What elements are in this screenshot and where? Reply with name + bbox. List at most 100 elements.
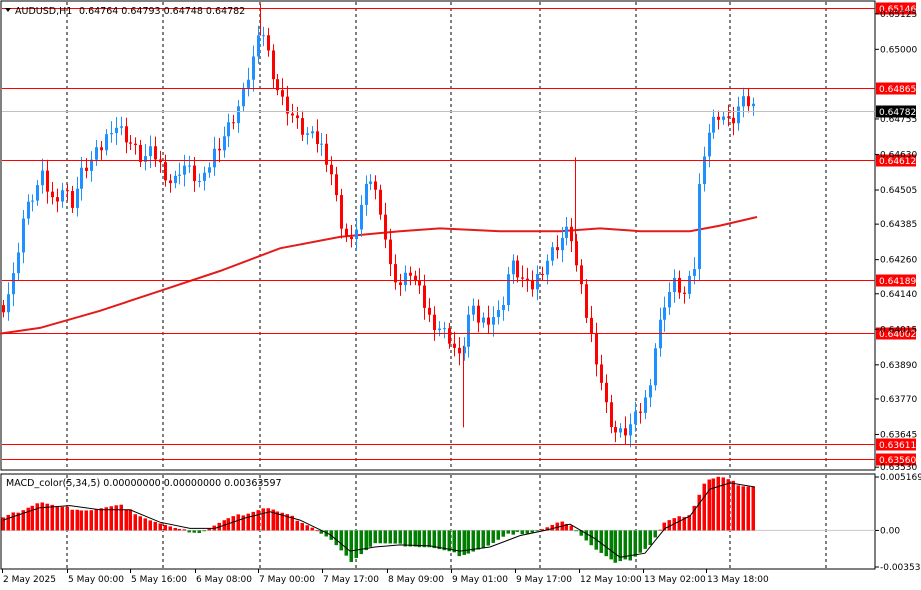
- candle-body: [717, 116, 720, 120]
- macd-bar: [168, 526, 172, 531]
- macd-bar: [682, 517, 686, 531]
- macd-bar: [378, 530, 382, 544]
- candle-body: [438, 328, 441, 331]
- candle-body: [247, 79, 250, 88]
- macd-bar: [40, 502, 44, 531]
- price-axis: 0.65125 0.65000 0.64755 0.64630 0.64505 0.643…: [875, 10, 917, 473]
- candle-body: [350, 236, 353, 240]
- current-price-tag: [876, 105, 916, 118]
- price-tick-label: 0.63530: [880, 463, 917, 473]
- candle-body: [507, 274, 510, 306]
- macd-bar: [721, 477, 725, 531]
- candle-body: [727, 116, 730, 118]
- chart-header[interactable]: AUDUSD,H1 0.64764 0.64793 0.64748 0.6478…: [5, 6, 245, 17]
- macd-bar: [667, 520, 671, 531]
- candle-body: [291, 113, 294, 116]
- macd-bar: [119, 504, 123, 531]
- candle-body: [154, 146, 157, 160]
- macd-bar: [609, 530, 613, 560]
- macd-tick-label: 0.00: [880, 526, 900, 536]
- macd-bar: [1, 517, 5, 531]
- macd-bar: [114, 505, 118, 531]
- ohlc-values: 0.64764 0.64793 0.64748 0.64782: [79, 6, 245, 17]
- candle-body: [688, 275, 691, 294]
- macd-bar: [633, 530, 637, 557]
- macd-bar: [511, 530, 515, 535]
- candle-body: [453, 343, 456, 348]
- candle-body: [610, 402, 613, 428]
- time-tick-label: 12 May 10:00: [580, 575, 642, 585]
- macd-bar: [26, 507, 30, 531]
- macd-bar: [427, 530, 431, 548]
- candle-body: [703, 156, 706, 185]
- level-tag-label: 0.64612: [879, 157, 916, 167]
- candle-body: [316, 131, 319, 145]
- candle-body: [272, 50, 275, 80]
- macd-bar: [599, 530, 603, 553]
- candle-body: [31, 200, 34, 202]
- candle-body: [747, 96, 750, 107]
- macd-bar: [643, 530, 647, 549]
- price-tick-label: 0.63645: [880, 430, 917, 440]
- candle-body: [51, 191, 54, 198]
- time-tick-label: 13 May 18:00: [707, 575, 769, 585]
- price-tick-label: 0.63770: [880, 395, 917, 405]
- macd-bar: [84, 510, 88, 531]
- macd-bar: [437, 530, 441, 550]
- candle-body: [85, 167, 88, 171]
- price-tick-label: 0.64630: [880, 150, 917, 160]
- macd-bar: [726, 479, 730, 531]
- candle-body: [659, 319, 662, 349]
- candle-body: [134, 143, 137, 145]
- candle-body: [389, 239, 392, 265]
- candle-body: [448, 328, 451, 344]
- candle-body: [105, 134, 108, 151]
- candle-body: [257, 35, 260, 57]
- candle-body: [301, 118, 304, 135]
- candle-body: [232, 122, 235, 124]
- candle-body: [208, 167, 211, 173]
- candle-body: [110, 133, 113, 135]
- candle-body: [482, 317, 485, 323]
- macd-bar: [741, 486, 745, 531]
- macd-bar: [231, 516, 235, 531]
- candle-body: [433, 314, 436, 331]
- candle-body: [193, 165, 196, 182]
- macd-bar: [75, 509, 79, 531]
- macd-bar: [236, 514, 240, 531]
- candle-body: [502, 305, 505, 310]
- macd-axis: 0.0051694 0.00 -0.0035380: [875, 473, 921, 573]
- level-tag-label: 0.65146: [879, 5, 916, 15]
- candle-body: [409, 272, 412, 276]
- candle-body: [693, 269, 696, 276]
- candle-body: [330, 164, 333, 175]
- candle-body: [306, 133, 309, 135]
- price-panel-border: [0, 0, 876, 471]
- price-tick-label: 0.64015: [880, 325, 917, 335]
- macd-bar: [711, 478, 715, 531]
- macd-bar: [731, 480, 735, 531]
- macd-panel[interactable]: 0.0051694 0.00 -0.0035380 MACD_color(5,34,…: [0, 473, 921, 573]
- candle-body: [394, 264, 397, 283]
- candle-body: [531, 279, 534, 290]
- macd-bar: [471, 530, 475, 552]
- candle-body: [218, 148, 221, 151]
- candle-body: [252, 56, 255, 80]
- macd-bar: [692, 505, 696, 531]
- macd-bar: [658, 529, 662, 531]
- macd-histogram: [1, 476, 875, 563]
- candle-body: [56, 197, 59, 202]
- candle-body: [619, 428, 622, 433]
- macd-bar: [275, 511, 279, 531]
- triangle-down-icon[interactable]: [5, 8, 11, 12]
- macd-bar: [251, 511, 255, 531]
- macd-bar: [55, 506, 59, 531]
- candle-body: [551, 247, 554, 261]
- macd-bar: [177, 529, 181, 531]
- macd-bar: [447, 530, 451, 552]
- candle-body: [752, 103, 755, 107]
- candle-body: [605, 382, 608, 403]
- price-panel[interactable]: 0.65146 0.64865 0.64612 0.64189 0.64002 0.636…: [0, 0, 917, 473]
- macd-bar: [530, 530, 534, 533]
